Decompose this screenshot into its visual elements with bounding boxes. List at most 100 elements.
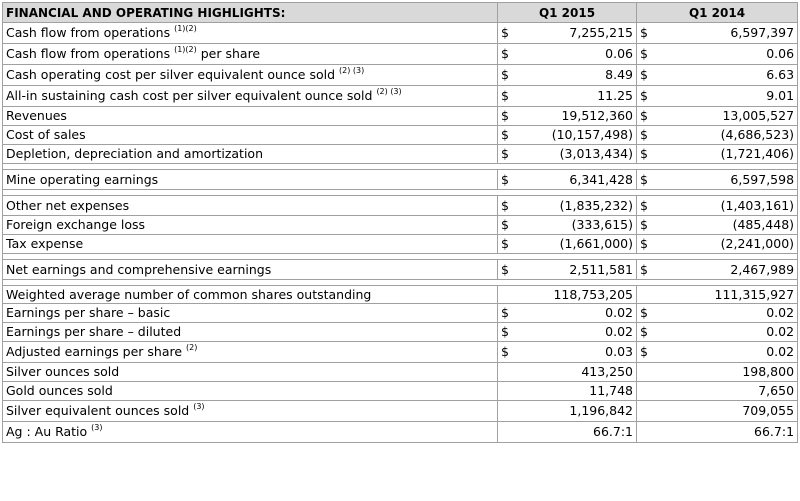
- currency-symbol-q1-2015: $: [497, 322, 520, 342]
- row-label-text: Silver ounces sold: [6, 364, 120, 379]
- row-label: Silver equivalent ounces sold (3): [2, 400, 498, 422]
- currency-symbol-q1-2014: $: [636, 125, 659, 145]
- currency-symbol-q1-2015: $: [497, 169, 520, 190]
- row-label: Mine operating earnings: [2, 169, 498, 190]
- value-q1-2014: 0.06: [658, 43, 799, 65]
- currency-symbol-q1-2015: [497, 400, 520, 422]
- currency-symbol-q1-2014: [636, 362, 659, 382]
- value-q1-2014: (485,448): [658, 215, 799, 235]
- table-row: Earnings per share – basic $0.02 $0.02: [2, 303, 799, 323]
- value-q1-2014: 709,055: [658, 400, 799, 422]
- currency-symbol-q1-2015: $: [497, 215, 520, 235]
- currency-symbol-q1-2015: [497, 381, 520, 401]
- currency-symbol-q1-2014: [636, 381, 659, 401]
- row-label-text: Mine operating earnings: [6, 171, 159, 187]
- table-row: Cash operating cost per silver equivalen…: [2, 64, 799, 86]
- table-row: Revenues $19,512,360 $13,005,527: [2, 106, 799, 126]
- row-label: Other net expenses: [2, 195, 498, 216]
- value-q1-2014: 6,597,397: [658, 22, 799, 44]
- table-row: Mine operating earnings $6,341,428 $6,597,…: [2, 169, 799, 190]
- row-label-text: Tax expense: [6, 236, 84, 251]
- table-title: FINANCIAL AND OPERATING HIGHLIGHTS:: [2, 2, 498, 23]
- row-label-text: Weighted average number of common shares…: [6, 286, 372, 302]
- row-label-text: Net earnings and comprehensive earnings: [6, 261, 272, 277]
- row-label-text: Earnings per share – diluted: [6, 324, 182, 339]
- row-label: Tax expense: [2, 234, 498, 254]
- row-label-text: Cost of sales: [6, 127, 86, 142]
- value-q1-2015: 0.03: [519, 341, 638, 363]
- row-label-text: Gold ounces sold: [6, 383, 113, 398]
- value-q1-2014: 66.7:1: [658, 421, 799, 443]
- row-label: Cash flow from operations (1)(2) per sha…: [2, 43, 498, 65]
- table-row: Adjusted earnings per share (2) $0.03 $0.0…: [2, 341, 799, 363]
- currency-symbol-q1-2014: $: [636, 259, 659, 280]
- currency-symbol-q1-2015: $: [497, 234, 520, 254]
- currency-symbol-q1-2015: $: [497, 303, 520, 323]
- row-label-text: Earnings per share – basic: [6, 305, 171, 320]
- currency-symbol-q1-2014: $: [636, 195, 659, 216]
- value-q1-2014: (1,403,161): [658, 195, 799, 216]
- value-q1-2015: (10,157,498): [519, 125, 638, 145]
- value-q1-2015: 11,748: [519, 381, 638, 401]
- table-row: Cash flow from operations (1)(2) per sha…: [2, 43, 799, 65]
- currency-symbol-q1-2015: $: [497, 144, 520, 164]
- row-label: Foreign exchange loss: [2, 215, 498, 235]
- table-row: Silver ounces sold 413,250 198,800: [2, 362, 799, 382]
- value-q1-2014: (2,241,000): [658, 234, 799, 254]
- column-header-q1-2014: Q1 2014: [636, 2, 799, 23]
- currency-symbol-q1-2015: $: [497, 64, 520, 86]
- row-label: Revenues: [2, 106, 498, 126]
- value-q1-2015: 8.49: [519, 64, 638, 86]
- currency-symbol-q1-2014: $: [636, 234, 659, 254]
- table-row: Tax expense $ (1,661,000) $ (2,241,000): [2, 234, 799, 254]
- currency-symbol-q1-2015: $: [497, 195, 520, 216]
- table-row: Net earnings and comprehensive earnings $…: [2, 259, 799, 280]
- currency-symbol-q1-2015: $: [497, 85, 520, 107]
- currency-symbol-q1-2015: $: [497, 259, 520, 280]
- value-q1-2015: 0.06: [519, 43, 638, 65]
- row-label-text: Other net expenses: [6, 197, 130, 213]
- currency-symbol-q1-2014: $: [636, 144, 659, 164]
- currency-symbol-q1-2015: $: [497, 106, 520, 126]
- currency-symbol-q1-2015: [497, 362, 520, 382]
- footnote-marker: (2) (3): [338, 66, 365, 75]
- currency-symbol-q1-2015: [497, 421, 520, 443]
- row-label: Earnings per share – basic: [2, 303, 498, 323]
- row-label: Weighted average number of common shares…: [2, 285, 498, 304]
- table-row: Foreign exchange loss $ (333,615) $ (485,448…: [2, 215, 799, 235]
- currency-symbol-q1-2014: [636, 400, 659, 422]
- row-label-text: Depletion, depreciation and amortization: [6, 146, 263, 161]
- value-q1-2015: 0.02: [519, 322, 638, 342]
- value-q1-2014: 13,005,527: [658, 106, 799, 126]
- table-row: Depletion, depreciation and amortization…: [2, 144, 799, 164]
- column-header-q1-2015: Q1 2015: [496, 2, 638, 23]
- value-q1-2015: (1,661,000): [519, 234, 638, 254]
- table-row: Ag : Au Ratio (3) 66.7:1 66.7:1: [2, 421, 799, 443]
- value-q1-2015: 11.25: [519, 85, 638, 107]
- value-q1-2014: 9.01: [658, 85, 799, 107]
- row-label: Depletion, depreciation and amortization: [2, 144, 498, 164]
- row-label: Cash operating cost per silver equivalen…: [2, 64, 498, 86]
- value-q1-2015: 66.7:1: [519, 421, 638, 443]
- currency-symbol-q1-2014: [636, 421, 659, 443]
- row-label: Ag : Au Ratio (3): [2, 421, 498, 443]
- table-header-row: FINANCIAL AND OPERATING HIGHLIGHTS: Q1 2…: [2, 2, 799, 23]
- currency-symbol-q1-2014: [636, 285, 659, 304]
- row-label: Cost of sales: [2, 125, 498, 145]
- row-label: Silver ounces sold: [2, 362, 498, 382]
- value-q1-2015: (1,835,232): [519, 195, 638, 216]
- row-label: Gold ounces sold: [2, 381, 498, 401]
- currency-symbol-q1-2014: $: [636, 106, 659, 126]
- currency-symbol-q1-2014: $: [636, 341, 659, 363]
- table-row: Other net expenses $ (1,835,232) $ (1,403,16…: [2, 195, 799, 216]
- row-label-suffix: per share: [196, 46, 261, 61]
- currency-symbol-q1-2014: $: [636, 64, 659, 86]
- value-q1-2015: 0.02: [519, 303, 638, 323]
- row-label: Net earnings and comprehensive earnings: [2, 259, 498, 280]
- value-q1-2014: 0.02: [658, 322, 799, 342]
- value-q1-2015: 2,511,581: [519, 259, 638, 280]
- value-q1-2014: 6,597,598: [658, 169, 799, 190]
- value-q1-2014: 0.02: [658, 303, 799, 323]
- value-q1-2015: 7,255,215: [519, 22, 638, 44]
- footnote-marker: (3): [91, 423, 103, 432]
